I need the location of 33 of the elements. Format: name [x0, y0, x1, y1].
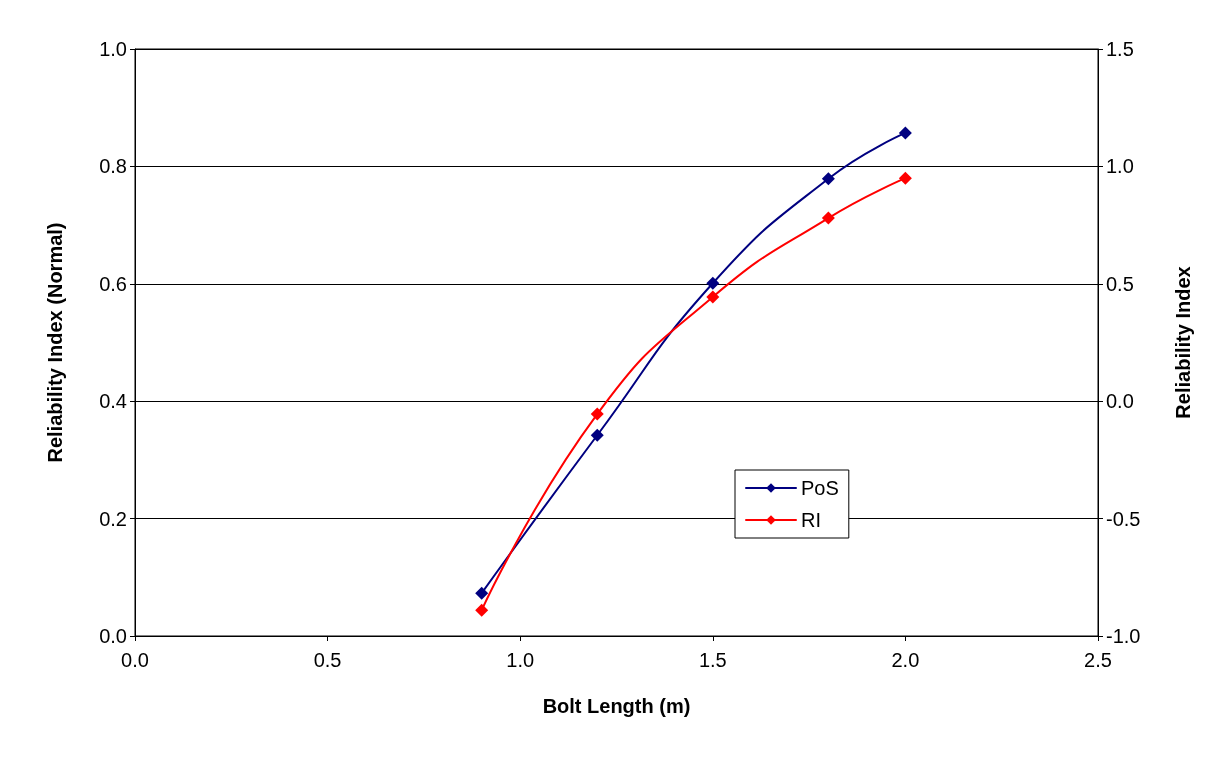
- y2-tick-label: 0.5: [1106, 272, 1134, 295]
- legend-label: RI: [801, 509, 821, 531]
- y-tick-label: 0.4: [99, 390, 127, 413]
- y-tick-label: 0.8: [99, 155, 127, 178]
- point: [706, 276, 720, 290]
- point: [898, 171, 912, 185]
- y2-tick-label: 1.5: [1106, 38, 1134, 60]
- x-tick-label: 1.5: [698, 649, 727, 671]
- x-tick-label: 1.0: [506, 649, 535, 671]
- point: [821, 211, 835, 225]
- y-tick-label: 0.2: [99, 507, 127, 530]
- y-axis-title: Reliability Index (Normal): [44, 222, 66, 463]
- point: [475, 586, 489, 600]
- point: [590, 407, 604, 421]
- x-tick-label: 2.5: [1084, 649, 1112, 671]
- legend-label: PoS: [801, 477, 839, 499]
- x-tick-label: 2.0: [891, 649, 920, 671]
- point: [821, 172, 835, 186]
- y2-tick-label: 0.0: [1106, 390, 1134, 413]
- y-tick-label: 1.0: [99, 38, 127, 60]
- x-tick-label: 0.5: [313, 649, 342, 671]
- y2-axis-title: Reliability Index: [1172, 266, 1194, 419]
- point: [590, 428, 604, 442]
- y2-tick-label: -0.5: [1106, 507, 1141, 530]
- x-axis-title: Bolt Length (m): [542, 695, 691, 717]
- y2-tick-label: -1.0: [1106, 625, 1141, 647]
- point: [898, 126, 912, 140]
- point: [706, 290, 720, 304]
- y2-tick-label: 1.0: [1106, 155, 1134, 178]
- x-tick-label: 0.0: [121, 649, 149, 671]
- y-tick-label: 0.6: [99, 272, 127, 295]
- point: [475, 603, 489, 617]
- y-tick-label: 0.0: [99, 625, 127, 647]
